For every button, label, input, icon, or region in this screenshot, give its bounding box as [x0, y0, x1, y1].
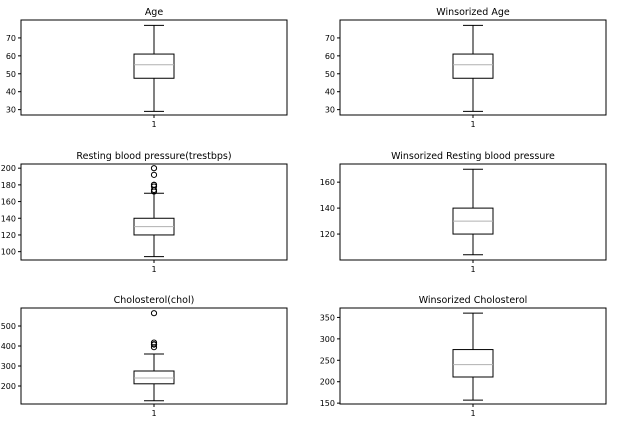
chart-4-title: Winsorized Resting blood pressure [391, 151, 555, 162]
chart-3-ytick-label: 180 [1, 181, 16, 190]
chart-5-flier-point [150, 339, 158, 346]
chart-3-title: Resting blood pressure(trestbps) [76, 151, 231, 162]
chart-4-ytick-label: 120 [320, 230, 335, 239]
chart-1-title: Age [145, 7, 164, 18]
chart-6-title: Winsorized Cholosterol [419, 295, 528, 306]
chart-1-ytick-label: 30 [6, 106, 16, 115]
chart-2-ytick-label: 60 [325, 52, 335, 61]
chart-2-xtick-label: 1 [470, 120, 475, 129]
chart-4-ytick-label: 140 [320, 204, 335, 213]
chart-5-box [133, 370, 175, 385]
chart-5-ytick-label: 200 [1, 382, 16, 391]
chart-6-axes: Winsorized Cholosterol 150 200 250 300 350 1 [320, 295, 607, 418]
chart-3-ytick-label: 100 [1, 248, 16, 257]
chart-6-ytick-label: 300 [320, 335, 335, 344]
chart-3-ytick-label: 160 [1, 198, 16, 207]
chart-2-title: Winsorized Age [436, 7, 510, 18]
chart-2-ytick-label: 40 [325, 88, 335, 97]
chart-3-flier-point [150, 165, 158, 172]
chart-5-ytick-label: 400 [1, 342, 16, 351]
chart-2-ytick-label: 30 [325, 106, 335, 115]
chart-1-ytick-label: 70 [6, 34, 16, 43]
chart-5-ytick-label: 300 [1, 362, 16, 371]
chart-4-ytick-label: 160 [320, 178, 335, 187]
chart-1-box [133, 53, 175, 79]
chart-1-xtick-label: 1 [151, 120, 156, 129]
chart-1-axes: Age 30 40 50 60 70 1 [6, 7, 288, 129]
chart-5-title: Cholosterol(chol) [114, 295, 195, 306]
chart-2-ytick-label: 50 [325, 70, 335, 79]
chart-6-ytick-label: 200 [320, 378, 335, 387]
chart-3-ytick-label: 200 [1, 164, 16, 173]
chart-2-ytick-label: 70 [325, 34, 335, 43]
chart-6-box [452, 349, 494, 378]
chart-5-flier-point [150, 344, 158, 351]
chart-3-flier-point [150, 171, 158, 178]
chart-2-axes: Winsorized Age 30 40 50 60 70 1 [325, 7, 607, 129]
chart-6-ytick-label: 250 [320, 356, 335, 365]
chart-3-ytick-label: 140 [1, 214, 16, 223]
chart-5-flier-point [150, 310, 158, 317]
chart-6-xtick-label: 1 [470, 409, 475, 418]
chart-5-axes: Cholosterol(chol) 200 300 400 500 1 [1, 295, 288, 418]
chart-4-xtick-label: 1 [470, 265, 475, 274]
chart-6-ytick-label: 350 [320, 313, 335, 322]
chart-3-ytick-label: 120 [1, 231, 16, 240]
chart-6-ytick-label: 150 [320, 399, 335, 408]
chart-2-box [452, 53, 494, 79]
chart-4-axes: Winsorized Resting blood pressure 120 140 1… [320, 151, 607, 274]
chart-5-xtick-label: 1 [151, 409, 156, 418]
chart-1-ytick-label: 50 [6, 70, 16, 79]
chart-3-flier-point [150, 181, 158, 188]
chart-1-ytick-label: 60 [6, 52, 16, 61]
chart-5-ytick-label: 500 [1, 322, 16, 331]
chart-3-axes: Resting blood pressure(trestbps) 100 120 14… [1, 151, 288, 274]
chart-3-xtick-label: 1 [151, 265, 156, 274]
chart-1-ytick-label: 40 [6, 88, 16, 97]
